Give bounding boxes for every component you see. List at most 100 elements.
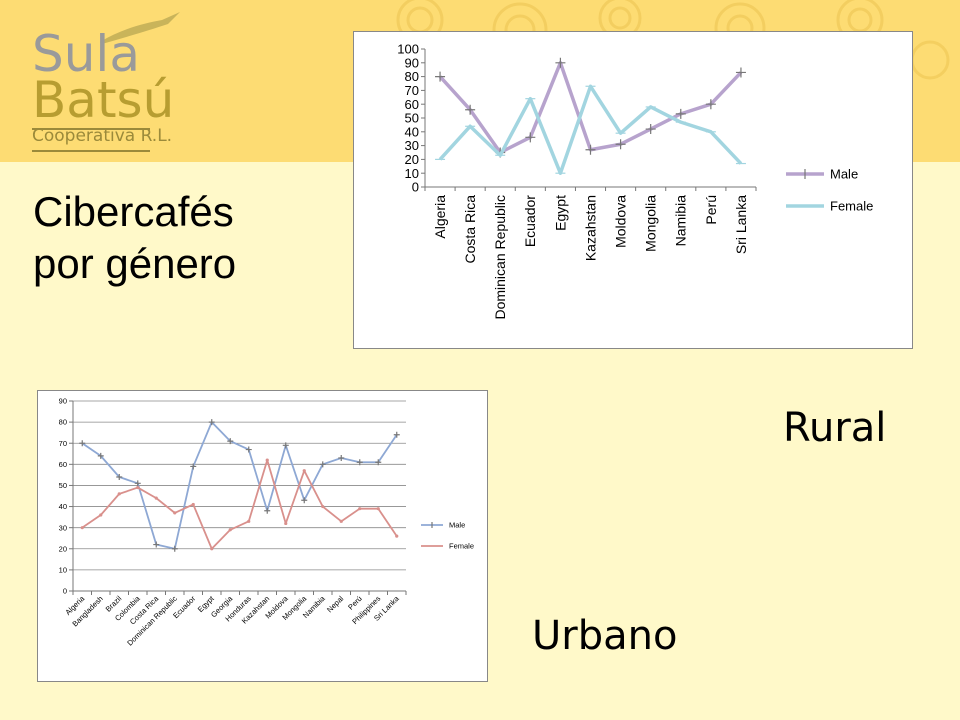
urban-female-point: [395, 534, 399, 538]
logo-line-2: Batsú: [32, 71, 175, 129]
urban-female-point: [228, 528, 232, 532]
urban-y-tick-label: 10: [59, 566, 67, 575]
rural-male-point: [525, 132, 536, 143]
urban-y-tick-label: 30: [59, 523, 67, 532]
urban-female-point: [339, 519, 343, 523]
rural-y-tick-label: 20: [405, 152, 419, 167]
rural-male-point: [435, 71, 446, 82]
urban-legend-female-label: Female: [449, 542, 474, 551]
logo-line-3: Cooperativa R.L.: [32, 126, 173, 146]
rural-category-label: Sri Lanka: [733, 195, 749, 254]
rural-male-point: [705, 99, 716, 110]
urban-male-point: [356, 459, 363, 466]
rural-category-label: Ecuador: [522, 195, 538, 247]
urban-male-point: [393, 431, 400, 438]
urban-chart-svg: 0102030405060708090AlgeriaBangladeshBraz…: [59, 397, 474, 648]
title-line-1: Cibercafés: [33, 188, 234, 235]
rural-legend-female-label: Female: [830, 199, 873, 214]
urban-legend-male-label: Male: [449, 521, 465, 530]
urban-male-point: [338, 455, 345, 461]
urban-category-label: Nepal: [325, 594, 345, 614]
urban-female-point: [173, 511, 177, 515]
rural-category-label: Algeria: [432, 195, 448, 239]
urban-y-tick-label: 50: [59, 481, 67, 490]
urban-series-female-line: [81, 459, 398, 550]
rural-y-tick-label: 60: [405, 97, 419, 112]
rural-y-tick-label: 90: [405, 55, 419, 70]
urban-chart: 0 10 20 30 40 50 60 70 80 90 Algeria Bangladesh Braz…: [37, 390, 488, 682]
rural-label: Rural: [783, 405, 887, 451]
rural-y-tick-label: 0: [412, 180, 419, 195]
urban-y-tick-label: 90: [59, 397, 67, 406]
urban-female-point: [284, 521, 288, 526]
rural-male-point: [465, 104, 476, 115]
urban-label: Urbano: [532, 613, 678, 659]
urban-male-point: [375, 459, 382, 466]
rural-male-point: [555, 57, 566, 68]
urban-y-tick-label: 80: [59, 418, 67, 427]
rural-y-tick-label: 80: [405, 69, 419, 84]
urban-y-tick-label: 70: [59, 439, 67, 448]
urban-female-point: [99, 513, 103, 517]
sula-batsu-logo: Sula Batsú Cooperativa R.L.: [30, 10, 190, 160]
rural-male-point: [615, 139, 626, 150]
logo-rule-bottom: [32, 150, 150, 152]
rural-y-tick-label: 40: [405, 124, 419, 139]
urban-female-point: [321, 504, 325, 509]
urban-male-point: [190, 463, 197, 470]
rural-y-tick-label: 10: [405, 166, 419, 181]
urban-y-tick-label: 60: [59, 460, 67, 469]
rural-male-point: [585, 144, 596, 155]
urban-female-point: [80, 526, 84, 530]
rural-category-label: Costa Rica: [462, 195, 478, 264]
hummingbird-icon: [100, 12, 180, 44]
rural-male-point: [735, 67, 746, 78]
urban-female-point: [376, 507, 380, 511]
rural-male-point: [675, 108, 686, 119]
urban-female-point: [358, 507, 362, 511]
rural-category-label: Dominican Republic: [492, 195, 508, 320]
urban-male-point: [208, 419, 215, 426]
urban-male-point: [79, 440, 86, 447]
urban-y-tick-label: 20: [59, 544, 67, 553]
urban-male-point: [134, 480, 141, 487]
urban-female-point: [191, 502, 195, 507]
urban-female-point: [117, 492, 121, 496]
urban-male-point: [301, 497, 308, 504]
rural-legend-male-label: Male: [830, 167, 858, 182]
urban-male-point: [116, 474, 123, 480]
title-line-2: por género: [33, 240, 237, 287]
urban-female-point: [302, 469, 306, 473]
urban-female-point: [247, 519, 251, 523]
urban-male-point: [97, 452, 104, 459]
rural-y-tick-label: 70: [405, 83, 419, 98]
urban-female-point: [265, 458, 269, 462]
urban-y-tick-label: 0: [63, 587, 67, 596]
rural-category-label: Egypt: [552, 195, 568, 231]
rural-category-label: Moldova: [612, 195, 628, 248]
urban-male-point: [153, 541, 160, 548]
urban-male-point: [264, 507, 271, 514]
urban-female-point: [210, 547, 214, 551]
urban-male-point: [319, 461, 326, 468]
rural-category-label: Kazahstan: [582, 195, 598, 261]
logo-rule-top: [32, 128, 150, 130]
urban-male-point: [227, 438, 234, 445]
logo-line-1: Sula: [32, 25, 140, 83]
rural-category-label: Mongolia: [643, 195, 659, 252]
rural-category-label: Namibia: [673, 195, 689, 247]
rural-y-tick-label: 30: [405, 138, 419, 153]
urban-series-male-line: [81, 421, 398, 550]
urban-female-point: [136, 485, 140, 490]
rural-y-tick-label: 50: [405, 111, 419, 126]
urban-male-point: [245, 446, 252, 453]
rural-category-label: Perú: [703, 195, 719, 225]
slide-title: Cibercafés por género: [33, 186, 236, 290]
urban-male-point: [282, 442, 289, 449]
rural-y-tick-label: 100: [397, 42, 419, 57]
urban-female-point: [154, 496, 158, 500]
rural-male-point: [645, 124, 656, 135]
urban-male-point: [171, 545, 178, 552]
